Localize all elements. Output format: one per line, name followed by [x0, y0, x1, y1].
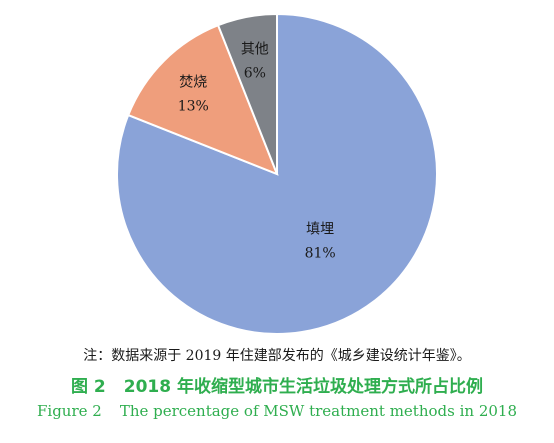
pie-slice-2 — [216, 12, 278, 175]
pie-labels: 填埋 81% 焚烧 13% 其他 6% — [178, 42, 336, 262]
pie-slice-label-0: 填埋 — [306, 222, 334, 238]
figure-number-en: Figure 2 — [36, 402, 102, 420]
pie-chart: 填埋 81% 焚烧 13% 其他 6% — [116, 12, 438, 335]
figure-title-cn: 2018 年收缩型城市生活垃圾处理方式所占比例 — [123, 377, 483, 397]
figure-number-cn: 图 2 — [71, 377, 106, 397]
source-note: 注：数据来源于 2019 年住建部发布的《城乡建设统计年鉴》。 — [83, 348, 471, 364]
figure-caption-en: Figure 2 The percentage of MSW treatment … — [0, 402, 554, 420]
pie-slice-label-1: 焚烧 — [179, 74, 207, 90]
pie-slice-value-1: 13% — [178, 98, 209, 114]
figure-caption-cn: 图 2 2018 年收缩型城市生活垃圾处理方式所占比例 — [0, 372, 554, 397]
pie-slice-1 — [126, 23, 279, 176]
pie-slice-value-0: 81% — [305, 246, 336, 262]
pie-slices — [116, 12, 438, 335]
pie-slice-value-2: 6% — [244, 66, 266, 82]
figure-title-en: The percentage of MSW treatment methods … — [119, 402, 517, 420]
pie-slice-label-2: 其他 — [241, 42, 269, 58]
